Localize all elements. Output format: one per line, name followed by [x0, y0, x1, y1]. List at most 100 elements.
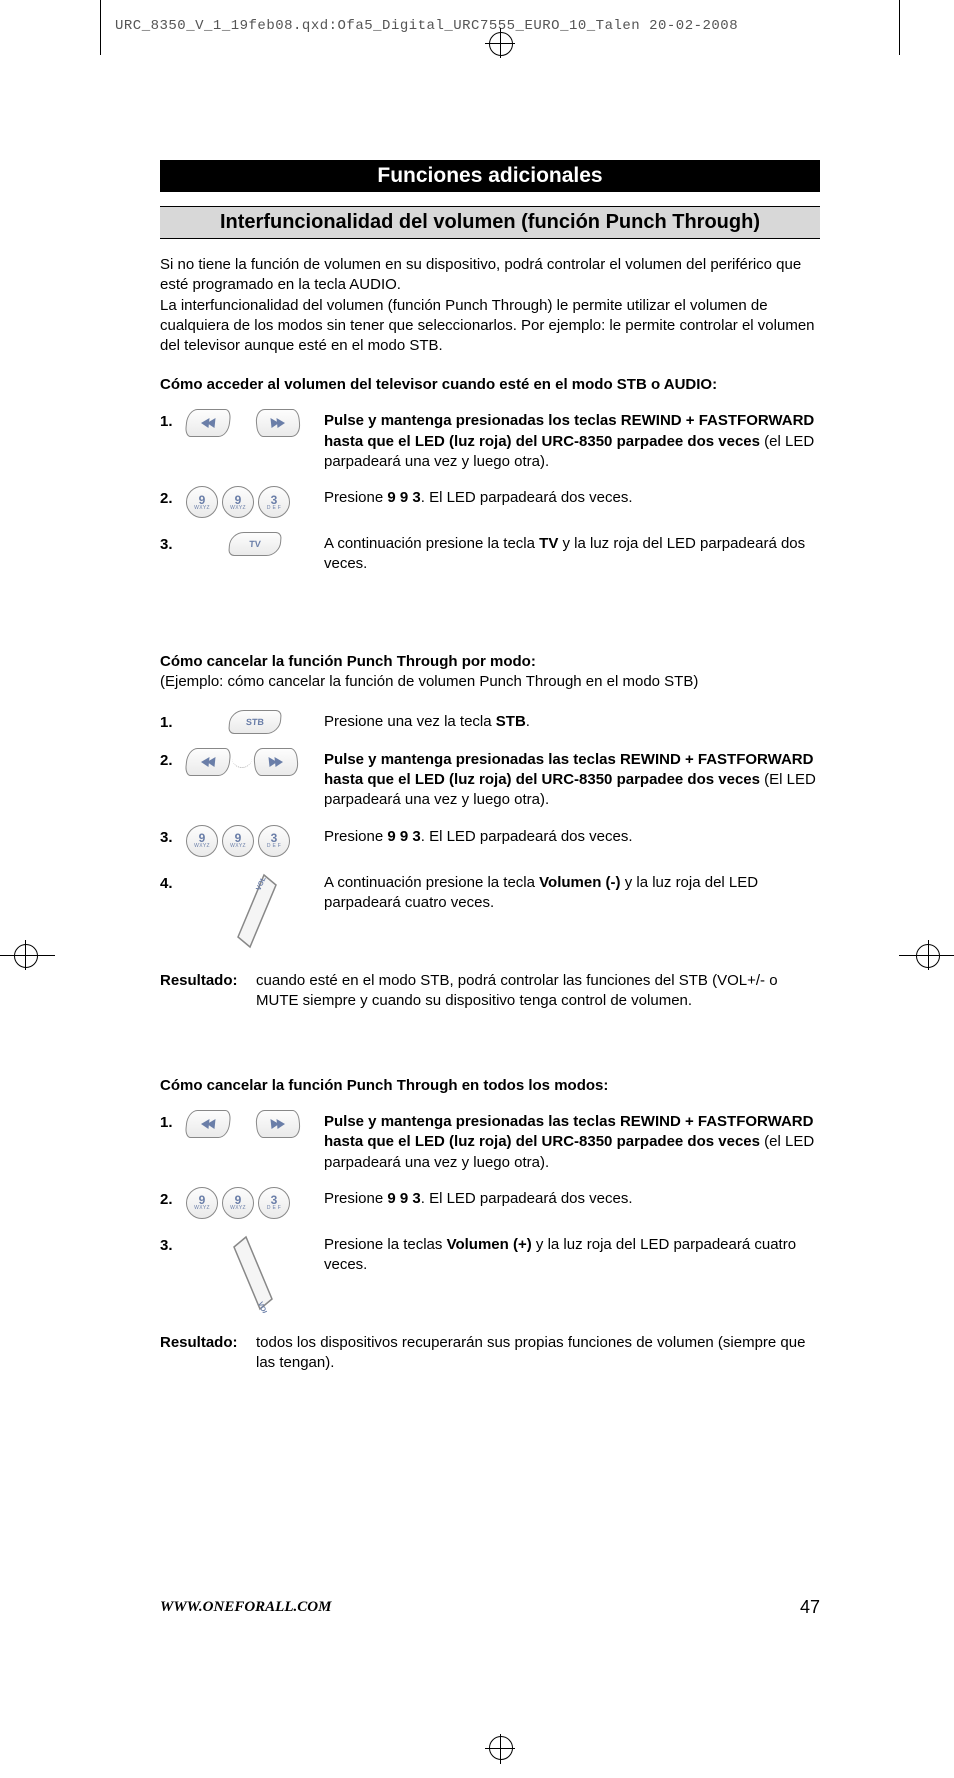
- volume-minus-icon: VOL: [230, 871, 280, 951]
- main-title: Funciones adicionales: [160, 160, 820, 192]
- step-post: .: [526, 713, 530, 730]
- result-text: cuando esté en el modo STB, podrá contro…: [256, 971, 820, 1012]
- step-icons: TV: [186, 530, 324, 556]
- step-text: A continuación presione la tecla Volumen…: [324, 869, 820, 914]
- step-number: 1.: [160, 407, 186, 430]
- step-icons: [186, 407, 324, 437]
- result-text: todos los dispositivos recuperarán sus p…: [256, 1333, 820, 1374]
- crop-mark: [899, 0, 900, 55]
- step-row: 3. VOL Presione la teclas Volumen (+) y …: [160, 1231, 820, 1313]
- key-9-icon: 9WXYZ: [186, 825, 218, 857]
- step-text: Presione una vez la tecla STB.: [324, 708, 820, 732]
- fastforward-icon: [255, 1110, 302, 1138]
- intro-text: Si no tiene la función de volumen en su …: [160, 255, 820, 356]
- key-9-icon: 9WXYZ: [222, 1187, 254, 1219]
- registration-mark: [25, 940, 26, 970]
- step-bold: 9 9 3: [387, 828, 420, 845]
- step-number: 1.: [160, 708, 186, 731]
- file-header: URC_8350_V_1_19feb08.qxd:Ofa5_Digital_UR…: [0, 18, 954, 34]
- step-post: . El LED parpadeará dos veces.: [421, 489, 633, 506]
- step-number: 2.: [160, 1185, 186, 1208]
- step-icons: 9WXYZ 9WXYZ 3D E F: [186, 1185, 324, 1219]
- step-pre: A continuación presione la tecla: [324, 535, 539, 552]
- content-area: Funciones adicionales Interfuncionalidad…: [160, 160, 820, 1373]
- step-row: 1. Pulse y mantenga presionadas las tecl…: [160, 1108, 820, 1173]
- footer: WWW.ONEFORALL.COM 47: [160, 1597, 820, 1618]
- key-3-icon: 3D E F: [258, 1187, 290, 1219]
- step-number: 4.: [160, 869, 186, 892]
- step-bold: Volumen (-): [539, 874, 620, 891]
- step-text: Presione 9 9 3. El LED parpadeará dos ve…: [324, 484, 820, 508]
- tv-key-icon: TV: [228, 532, 282, 556]
- registration-mark: [500, 1734, 501, 1764]
- step-row: 2. 9WXYZ 9WXYZ 3D E F Presione 9 9 3. El…: [160, 1185, 820, 1219]
- step-number: 3.: [160, 530, 186, 553]
- step-bold: Volumen (+): [447, 1236, 532, 1253]
- step-post: . El LED parpadeará dos veces.: [421, 1190, 633, 1207]
- section2-heading: Cómo cancelar la función Punch Through p…: [160, 653, 820, 670]
- step-icons: STB: [186, 708, 324, 734]
- step-text: Pulse y mantenga presionadas las teclas …: [324, 746, 820, 811]
- rewind-icon: [185, 748, 232, 776]
- step-pre: A continuación presione la tecla: [324, 874, 539, 891]
- section3-heading: Cómo cancelar la función Punch Through e…: [160, 1077, 820, 1094]
- result-row: Resultado: cuando esté en el modo STB, p…: [160, 971, 820, 1012]
- step-icons: 9WXYZ 9WXYZ 3D E F: [186, 484, 324, 518]
- step-text: Presione la teclas Volumen (+) y la luz …: [324, 1231, 820, 1276]
- step-bold: TV: [539, 535, 558, 552]
- key-9-icon: 9WXYZ: [222, 825, 254, 857]
- step-bold: 9 9 3: [387, 489, 420, 506]
- step-row: 1. Pulse y mantenga presionadas los tecl…: [160, 407, 820, 472]
- step-icons: VOL: [186, 869, 324, 951]
- step-bold: 9 9 3: [387, 1190, 420, 1207]
- fastforward-icon: [253, 748, 300, 776]
- fastforward-icon: [255, 409, 302, 437]
- sub-title: Interfuncionalidad del volumen (función …: [160, 206, 820, 239]
- step-number: 2.: [160, 484, 186, 507]
- key-3-icon: 3D E F: [258, 825, 290, 857]
- section1-heading: Cómo acceder al volumen del televisor cu…: [160, 376, 820, 393]
- step-row: 4. VOL A continuación presione la tecla …: [160, 869, 820, 951]
- crop-mark: [100, 0, 101, 55]
- step-icons: VOL: [186, 1231, 324, 1313]
- rewind-icon: [185, 409, 232, 437]
- registration-mark: [14, 944, 38, 968]
- step-text: Pulse y mantenga presionadas los teclas …: [324, 407, 820, 472]
- step-icons: [186, 746, 324, 776]
- step-bold: Pulse y mantenga presionadas las teclas …: [324, 1113, 813, 1150]
- arc-icon: [232, 755, 252, 768]
- step-row: 1. STB Presione una vez la tecla STB.: [160, 708, 820, 734]
- step-bold: Pulse y mantenga presionadas los teclas …: [324, 412, 814, 449]
- step-bold: Pulse y mantenga presionadas las teclas …: [324, 751, 813, 788]
- key-3-icon: 3D E F: [258, 486, 290, 518]
- result-label: Resultado:: [160, 971, 256, 1012]
- rewind-icon: [185, 1110, 232, 1138]
- step-row: 3. 9WXYZ 9WXYZ 3D E F Presione 9 9 3. El…: [160, 823, 820, 857]
- key-9-icon: 9WXYZ: [222, 486, 254, 518]
- step-text: Presione 9 9 3. El LED parpadeará dos ve…: [324, 1185, 820, 1209]
- key-9-icon: 9WXYZ: [186, 486, 218, 518]
- page: URC_8350_V_1_19feb08.qxd:Ofa5_Digital_UR…: [0, 0, 954, 1778]
- step-pre: Presione: [324, 828, 387, 845]
- step-post: . El LED parpadeará dos veces.: [421, 828, 633, 845]
- registration-mark: [914, 955, 944, 956]
- step-number: 3.: [160, 1231, 186, 1254]
- step-row: 2. Pulse y mantenga presionadas las tecl…: [160, 746, 820, 811]
- step-number: 3.: [160, 823, 186, 846]
- step-text: A continuación presione la tecla TV y la…: [324, 530, 820, 575]
- registration-mark: [489, 32, 513, 56]
- step-number: 1.: [160, 1108, 186, 1131]
- step-pre: Presione la teclas: [324, 1236, 447, 1253]
- stb-key-icon: STB: [228, 710, 282, 734]
- step-icons: 9WXYZ 9WXYZ 3D E F: [186, 823, 324, 857]
- step-text: Pulse y mantenga presionadas las teclas …: [324, 1108, 820, 1173]
- step-bold: STB: [496, 713, 526, 730]
- result-row: Resultado: todos los dispositivos recupe…: [160, 1333, 820, 1374]
- section2-sub: (Ejemplo: cómo cancelar la función de vo…: [160, 672, 820, 692]
- step-pre: Presione una vez la tecla: [324, 713, 496, 730]
- step-icons: [186, 1108, 324, 1138]
- registration-mark: [928, 940, 929, 970]
- step-text: Presione 9 9 3. El LED parpadeará dos ve…: [324, 823, 820, 847]
- step-pre: Presione: [324, 489, 387, 506]
- page-number: 47: [800, 1597, 820, 1618]
